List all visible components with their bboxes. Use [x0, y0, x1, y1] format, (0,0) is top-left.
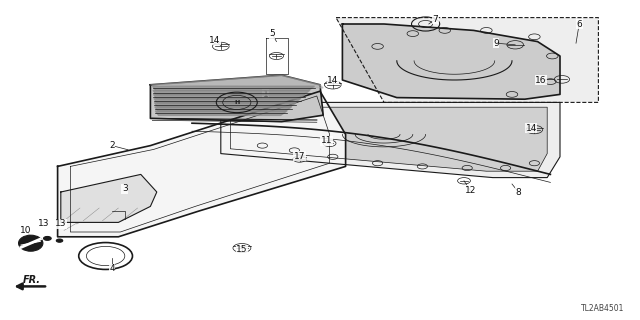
- Text: FR.: FR.: [23, 275, 41, 285]
- Text: TL2AB4501: TL2AB4501: [580, 304, 624, 313]
- Text: 7: 7: [433, 15, 438, 24]
- Text: 8: 8: [516, 188, 521, 196]
- Text: 13: 13: [38, 220, 49, 228]
- Text: 3: 3: [122, 184, 127, 193]
- Polygon shape: [154, 99, 301, 103]
- Polygon shape: [153, 90, 310, 95]
- Text: 14: 14: [525, 124, 537, 132]
- Text: 4: 4: [109, 264, 115, 273]
- Polygon shape: [58, 91, 346, 237]
- Polygon shape: [342, 24, 560, 99]
- Polygon shape: [152, 86, 314, 91]
- Text: 15: 15: [236, 245, 248, 254]
- Text: H: H: [234, 100, 239, 105]
- Text: 17: 17: [294, 152, 305, 161]
- Text: 16: 16: [535, 76, 547, 84]
- Text: 11: 11: [321, 136, 332, 145]
- Polygon shape: [61, 174, 157, 222]
- Text: 14: 14: [327, 76, 339, 84]
- Text: 6: 6: [577, 20, 582, 28]
- Text: 2: 2: [109, 141, 115, 150]
- Polygon shape: [150, 75, 323, 88]
- Circle shape: [44, 236, 51, 240]
- Text: 5: 5: [269, 29, 275, 38]
- Polygon shape: [150, 75, 323, 122]
- Text: 9: 9: [493, 39, 499, 48]
- Text: 14: 14: [209, 36, 220, 44]
- Polygon shape: [155, 107, 292, 111]
- Polygon shape: [336, 18, 598, 102]
- Text: 10: 10: [20, 226, 31, 235]
- Polygon shape: [154, 94, 305, 99]
- Polygon shape: [230, 107, 547, 171]
- Text: 1: 1: [263, 90, 268, 99]
- Text: 13: 13: [55, 220, 67, 228]
- Text: 12: 12: [465, 186, 476, 195]
- Polygon shape: [154, 103, 296, 107]
- Circle shape: [56, 239, 63, 242]
- Polygon shape: [221, 102, 560, 178]
- Polygon shape: [156, 111, 287, 116]
- Ellipse shape: [19, 235, 43, 251]
